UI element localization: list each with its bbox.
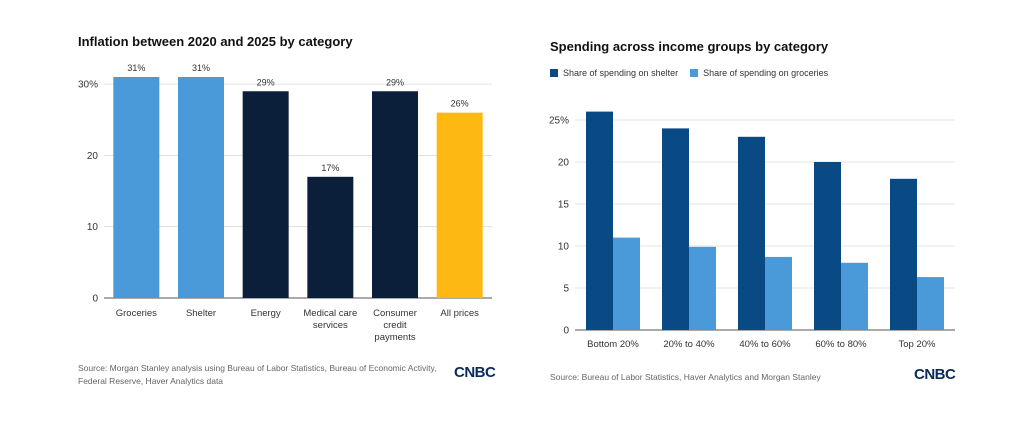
y-tick-label: 10 — [558, 242, 570, 253]
x-tick-label: Shelter — [186, 308, 216, 319]
bar-groceries — [765, 256, 792, 330]
data-label: 31% — [192, 63, 210, 73]
inflation-chart: 0 10 20 30% 31% Groceries 31% Shelter 29% Energy 1… — [78, 63, 492, 343]
data-label: 17% — [321, 163, 339, 173]
chart-title: Inflation between 2020 and 2025 by categ… — [78, 34, 353, 49]
legend-swatch-groceries — [690, 69, 699, 77]
y-tick-label: 25% — [549, 116, 569, 127]
x-tick-label: Energy — [251, 308, 281, 319]
y-tick-label: 0 — [563, 326, 569, 337]
bar-shelter — [586, 111, 613, 330]
bar-groceries — [917, 277, 944, 330]
x-tick-label: All prices — [440, 308, 479, 319]
source-note: Source: Bureau of Labor Statistics, Have… — [550, 372, 821, 382]
bar-groceries — [841, 262, 868, 330]
x-tick-label: Groceries — [116, 308, 157, 319]
y-tick-label: 5 — [563, 284, 569, 295]
x-tick-label: 20% to 40% — [663, 339, 715, 350]
legend-swatch-shelter — [550, 69, 558, 77]
data-label: 29% — [257, 77, 275, 87]
bar-shelter — [890, 178, 917, 330]
y-tick-label: 20 — [87, 151, 99, 162]
bar — [372, 91, 418, 299]
cnbc-logo: CNBC — [454, 364, 496, 381]
chart-title: Spending across income groups by categor… — [550, 39, 829, 54]
spending-chart: 0 5 10 15 20 25% Bottom 20% 20% to 40% 40% to 60… — [549, 111, 955, 350]
x-tick-label: payments — [374, 332, 415, 343]
bar — [113, 77, 160, 298]
y-tick-label: 15 — [558, 200, 570, 211]
y-tick-label: 0 — [92, 294, 98, 305]
x-tick-label: credit — [383, 320, 407, 331]
x-tick-label: Top 20% — [899, 339, 937, 350]
y-tick-label: 30% — [78, 80, 98, 91]
source-note: Source: Morgan Stanley analysis using Bu… — [78, 363, 437, 386]
bar-groceries — [689, 246, 716, 330]
data-label: 31% — [127, 63, 145, 73]
bar-groceries — [613, 237, 640, 330]
y-tick-label: 20 — [558, 158, 570, 169]
bar-shelter — [738, 136, 765, 330]
legend-label-shelter: Share of spending on shelter — [563, 68, 679, 78]
legend-item-shelter: Share of spending on shelter — [550, 68, 678, 78]
bar — [178, 77, 224, 298]
cnbc-logo: CNBC — [914, 366, 956, 383]
x-tick-label: 40% to 60% — [739, 339, 791, 350]
bar — [436, 112, 483, 298]
bar — [242, 91, 289, 299]
x-tick-label: Medical care — [303, 308, 357, 319]
x-tick-label: 60% to 80% — [815, 339, 867, 350]
bar — [307, 176, 354, 298]
legend: Share of spending on shelter Share of sp… — [550, 68, 840, 78]
x-tick-label: Bottom 20% — [587, 339, 639, 350]
x-tick-label: Consumer — [373, 308, 417, 319]
bar-shelter — [662, 128, 689, 330]
y-tick-label: 10 — [87, 222, 99, 233]
data-label: 29% — [386, 77, 404, 87]
legend-item-groceries: Share of spending on groceries — [690, 68, 828, 78]
bar-shelter — [814, 162, 841, 330]
x-tick-label: services — [313, 320, 348, 331]
data-label: 26% — [451, 99, 469, 109]
inflation-chart-panel: Inflation between 2020 and 2025 by categ… — [78, 34, 496, 386]
legend-label-groceries: Share of spending on groceries — [703, 68, 829, 78]
spending-chart-panel: Spending across income groups by categor… — [512, 0, 1024, 426]
